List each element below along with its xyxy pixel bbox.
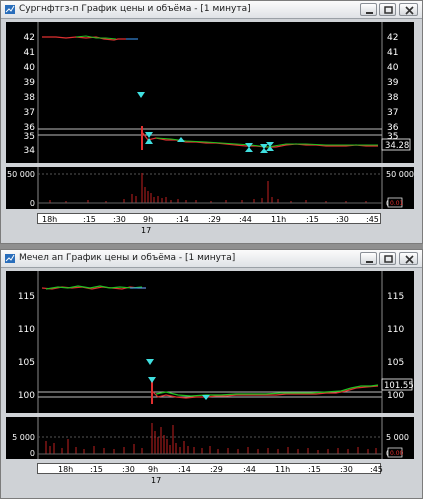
window-title: Сургнфтгз-п График цены и объёма - [1 ми… [19,4,251,14]
price-tick: 36 [24,123,36,133]
price-tick: 42 [387,33,398,43]
price-tick: 110 [387,325,404,335]
chart-window-mechel[interactable]: Мечел ап График цены и объёма - [1 минут… [0,249,423,499]
price-tick: 35 [387,132,398,142]
date-label: 17 [141,226,152,235]
time-tick: :45 [366,215,379,224]
price-tick: 39 [24,78,36,88]
volume-tick: 5 000 [12,433,35,442]
trade-markers [137,92,274,153]
price-tick: 38 [24,93,36,103]
volume-panel[interactable]: 50 000 0 50 000 0 0.01 [6,167,414,209]
minimize-button[interactable] [360,252,377,265]
time-tick: 18h [58,465,74,474]
time-tick: :29 [208,215,221,224]
maximize-button[interactable] [379,3,396,16]
minimize-icon [366,261,373,263]
date-row: 17 [149,475,189,486]
window-title: Мечел ап График цены и объёма - [1 минут… [19,253,236,263]
price-tick: 38 [387,93,399,103]
left-price-axis: 115 110 105 100 [18,292,35,401]
last-price-label: 101.55 [384,381,414,391]
price-tick: 100 [387,391,404,401]
volume-tick: 50 000 [7,170,35,179]
volume-marker: 0.00 [390,450,404,457]
date-label: 17 [151,476,162,485]
volume-tick: 0 [30,199,35,208]
time-tick: :14 [176,215,189,224]
time-tick: :15 [308,465,321,474]
price-tick: 105 [18,358,35,368]
time-tick: 11h [275,465,291,474]
price-tick: 105 [387,358,404,368]
volume-tick: 50 000 [386,170,414,179]
price-tick: 110 [18,325,35,335]
volume-marker: 0.01 [390,200,404,207]
chart-window-surgutneftegaz[interactable]: Сургнфтгз-п График цены и объёма - [1 ми… [0,0,423,244]
time-tick: 9h [148,465,159,474]
price-tick: 100 [18,391,35,401]
close-button[interactable] [399,3,418,16]
left-price-axis: 42 41 40 39 38 37 36 35 34 [24,33,36,156]
price-panel[interactable]: 42 41 40 39 38 37 36 35 34 42 41 40 39 3… [6,22,414,163]
right-price-axis: 115 110 105 100 [387,292,404,401]
title-bar[interactable]: Мечел ап График цены и объёма - [1 минут… [1,250,422,268]
maximize-icon [384,255,393,263]
time-tick: :15 [90,465,103,474]
price-tick: 115 [18,292,35,302]
time-tick: :30 [122,465,135,474]
price-tick: 115 [387,292,404,302]
maximize-icon [384,6,393,14]
time-tick: :45 [370,465,383,474]
price-tick: 34 [24,146,36,156]
price-tick: 35 [24,132,35,142]
price-tick: 39 [387,78,399,88]
title-bar[interactable]: Сургнфтгз-п График цены и объёма - [1 ми… [1,1,422,19]
time-tick: :15 [83,215,96,224]
price-tick: 37 [387,108,398,118]
price-tick: 42 [24,33,35,43]
time-tick: :30 [113,215,126,224]
volume-tick: 0 [30,449,35,458]
price-series-current [151,385,379,399]
price-tick: 41 [387,48,398,58]
time-axis: 18h :15 :30 9h :14 :29 :44 11h :15 :30 :… [37,463,383,474]
price-tick: 41 [24,48,35,58]
right-price-axis: 42 41 40 39 38 37 36 35 [387,33,399,142]
time-tick: :29 [210,465,223,474]
chart-app-icon [5,5,15,14]
maximize-button[interactable] [379,252,396,265]
time-tick: :30 [340,465,353,474]
price-tick: 36 [387,123,399,133]
chart-app-icon [5,254,15,263]
time-tick: :15 [306,215,319,224]
close-button[interactable] [399,252,418,265]
minimize-icon [366,12,373,14]
price-tick: 40 [24,63,36,73]
last-price-label: 34.28 [385,141,409,151]
price-tick: 40 [387,63,399,73]
volume-bars [45,423,377,454]
time-tick: :44 [239,215,252,224]
price-panel[interactable]: 115 110 105 100 115 110 105 100 101.55 [6,271,414,413]
volume-tick: 5 000 [386,433,409,442]
minimize-button[interactable] [360,3,377,16]
time-tick: 18h [42,215,58,224]
time-tick: :44 [243,465,256,474]
time-tick: 11h [271,215,287,224]
trade-markers [146,359,210,400]
close-icon [405,255,414,264]
time-tick: :14 [178,465,191,474]
date-row: 17 [139,225,179,236]
time-tick: 9h [143,215,154,224]
close-icon [405,6,414,15]
time-axis: 18h :15 :30 9h :14 :29 :44 11h :15 :30 :… [37,213,381,224]
price-tick: 37 [24,108,35,118]
time-tick: :30 [336,215,349,224]
volume-panel[interactable]: 5 000 0 5 000 0 0.00 [6,417,414,459]
